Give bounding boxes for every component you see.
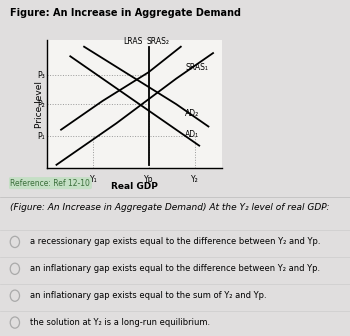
Text: the solution at Y₂ is a long-run equilibrium.: the solution at Y₂ is a long-run equilib… [30, 318, 210, 327]
Text: AD₂: AD₂ [186, 109, 199, 118]
Text: (Figure: An Increase in Aggregate Demand) At the Y₂ level of real GDP:: (Figure: An Increase in Aggregate Demand… [10, 203, 330, 212]
Text: Reference: Ref 12-10: Reference: Ref 12-10 [10, 179, 90, 187]
Text: an inflationary gap exists equal to the sum of Y₂ and Yp.: an inflationary gap exists equal to the … [30, 291, 266, 300]
Text: Yp: Yp [144, 175, 153, 184]
Y-axis label: Price level: Price level [35, 81, 44, 128]
Text: SRAS₁: SRAS₁ [186, 63, 208, 72]
Text: AD₁: AD₁ [186, 130, 199, 139]
Text: a recessionary gap exists equal to the difference between Y₂ and Yp.: a recessionary gap exists equal to the d… [30, 238, 320, 246]
Text: LRAS: LRAS [123, 37, 142, 46]
Text: P₁: P₁ [37, 132, 45, 140]
X-axis label: Real GDP: Real GDP [111, 182, 158, 191]
Text: Figure: An Increase in Aggregate Demand: Figure: An Increase in Aggregate Demand [10, 8, 241, 18]
Text: Y₁: Y₁ [90, 175, 97, 184]
Text: Y₂: Y₂ [191, 175, 198, 184]
Text: P₂: P₂ [37, 100, 45, 109]
Text: P₃: P₃ [37, 71, 45, 80]
Text: an inflationary gap exists equal to the difference between Y₂ and Yp.: an inflationary gap exists equal to the … [30, 264, 320, 273]
Text: SRAS₂: SRAS₂ [146, 37, 169, 46]
